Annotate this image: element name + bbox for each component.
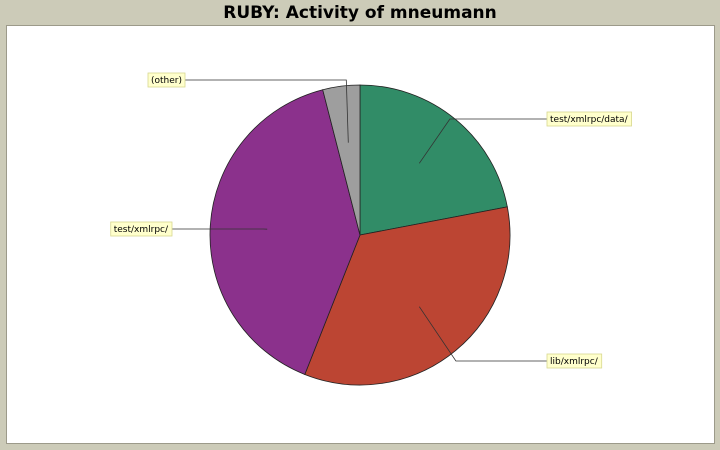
pie-slice-other bbox=[322, 84, 361, 236]
callout-label: (other) bbox=[147, 72, 186, 88]
callout-line bbox=[185, 79, 349, 143]
callout-label-text: test/xmlrpc/data/ bbox=[550, 115, 629, 125]
callout-label-box bbox=[110, 221, 173, 237]
callout-line bbox=[418, 306, 547, 362]
callout-label-box bbox=[546, 111, 632, 127]
callout-label-box bbox=[546, 353, 603, 369]
chart-title: RUBY: Activity of mneumann bbox=[223, 3, 497, 23]
callout-label-text: lib/xmlrpc/ bbox=[550, 357, 599, 367]
pie-slice-lib-xmlrpc bbox=[304, 206, 511, 386]
plot-area: test/xmlrpc/data/lib/xmlrpc/test/xmlrpc/… bbox=[6, 25, 715, 444]
callout-label: test/xmlrpc/ bbox=[110, 221, 173, 237]
pie-slices bbox=[209, 84, 511, 386]
pie-callouts: test/xmlrpc/data/lib/xmlrpc/test/xmlrpc/… bbox=[110, 72, 632, 369]
pie-slice-test-xmlrpc-data bbox=[359, 84, 508, 236]
pie-slice-test-xmlrpc bbox=[209, 89, 361, 375]
callout-label-text: (other) bbox=[151, 76, 182, 86]
callout-label-box bbox=[147, 72, 186, 88]
pie-chart: test/xmlrpc/data/lib/xmlrpc/test/xmlrpc/… bbox=[110, 72, 632, 386]
callout-line bbox=[418, 118, 547, 164]
callout-label: lib/xmlrpc/ bbox=[546, 353, 603, 369]
callout-label-text: test/xmlrpc/ bbox=[114, 225, 169, 235]
callout-label: test/xmlrpc/data/ bbox=[546, 111, 632, 127]
